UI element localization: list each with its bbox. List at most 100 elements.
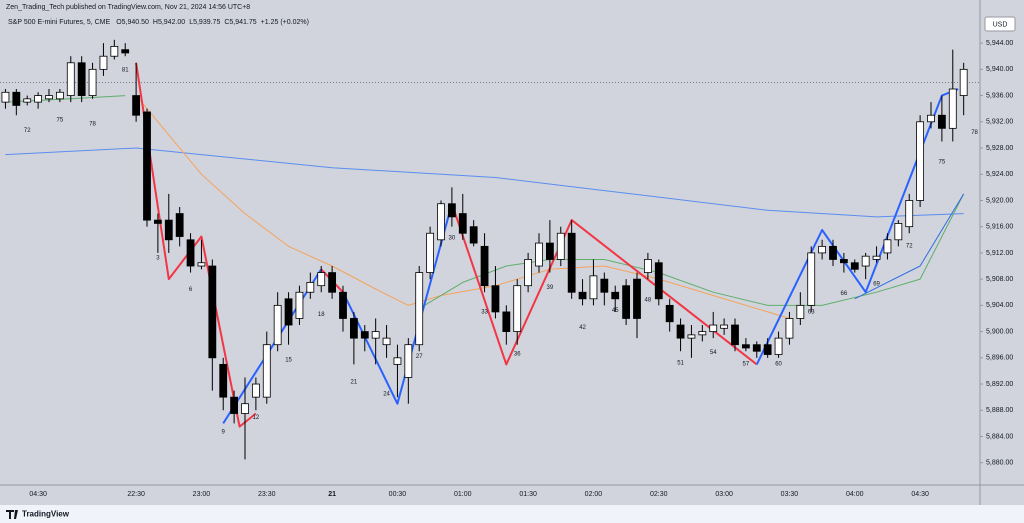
candle-body	[34, 95, 43, 103]
candle-body	[959, 68, 968, 96]
x-tick-label: 23:00	[193, 491, 211, 498]
candle-body	[55, 91, 64, 100]
x-tick-label: 02:30	[650, 491, 668, 498]
bar-count-label: 18	[318, 312, 325, 318]
candle-body	[872, 255, 881, 260]
bar-count-label: 72	[24, 128, 31, 134]
candle-body	[567, 232, 576, 293]
currency-box[interactable]	[984, 16, 1016, 32]
candle-body	[458, 213, 467, 234]
candle-body	[262, 344, 271, 398]
candle-body	[1, 91, 10, 103]
bar-count-label: 57	[743, 361, 750, 367]
candle-body	[763, 344, 772, 355]
ohlc-value: L5,939.75	[189, 19, 220, 26]
candle-body	[643, 259, 652, 273]
y-tick-label: 5,904.00	[986, 302, 1013, 309]
candle-body	[426, 232, 435, 273]
candle-body	[556, 232, 565, 260]
candle-body	[23, 98, 32, 103]
bar-count-label: 27	[416, 354, 423, 360]
x-tick-label: 03:30	[781, 491, 799, 498]
y-tick-label: 5,944.00	[986, 40, 1013, 47]
x-tick-label: 02:00	[585, 491, 603, 498]
candle-body	[12, 91, 21, 106]
candle-body	[447, 203, 456, 218]
ohlc-value: H5,942.00	[153, 19, 185, 26]
ohlc-legend: O5,940.50 H5,942.00 L5,939.75 C5,941.75 +1.2…	[116, 19, 309, 26]
price-change: +1.25 (+0.02%)	[261, 19, 309, 26]
y-tick-label: 5,932.00	[986, 119, 1013, 126]
candle-body	[513, 285, 522, 332]
y-tick-label: 5,928.00	[986, 145, 1013, 152]
candle-body	[818, 245, 827, 254]
zigzag-line	[755, 88, 959, 365]
candle-body	[208, 265, 217, 359]
candle-body	[665, 304, 674, 323]
candle-body	[829, 245, 837, 260]
x-tick-label: 01:00	[454, 491, 472, 498]
candle-body	[600, 278, 609, 293]
candle-body	[633, 278, 641, 319]
y-tick-label: 5,920.00	[986, 197, 1013, 204]
y-tick-label: 5,900.00	[986, 328, 1013, 335]
currency[interactable]: USD	[993, 21, 1008, 28]
bar-count-label: 42	[579, 325, 586, 331]
bar-count-label: 21	[351, 380, 358, 386]
x-tick-label: 21	[328, 491, 336, 498]
x-tick-label: 03:00	[715, 491, 733, 498]
candle-body	[306, 282, 315, 293]
ohlc-value: C5,941.75	[224, 19, 256, 26]
candle-body	[284, 298, 293, 326]
y-tick-label: 5,896.00	[986, 355, 1013, 362]
x-tick-label: 00:30	[389, 491, 407, 498]
candle-body	[143, 111, 151, 221]
candle-body	[611, 291, 620, 300]
x-tick-label: 22:30	[127, 491, 145, 498]
moving-average	[5, 147, 964, 218]
candle-body	[164, 219, 173, 241]
candle-body	[88, 68, 97, 96]
bar-count-label: 81	[122, 68, 129, 74]
candle-body	[273, 304, 282, 346]
y-tick-label: 5,916.00	[986, 224, 1013, 231]
moving-average	[854, 193, 965, 300]
bar-count-label: 6	[189, 287, 193, 293]
zigzag-line	[450, 203, 758, 366]
logo	[6, 510, 18, 519]
candle-body	[622, 285, 631, 319]
candle-body	[251, 383, 260, 398]
y-tick-label: 5,908.00	[986, 276, 1013, 283]
y-tick-label: 5,924.00	[986, 171, 1013, 178]
candle-body	[545, 242, 554, 260]
plot-area: 7275788136912151821242730333639424548515…	[0, 39, 980, 460]
candle-body	[709, 324, 718, 332]
candle-body	[153, 219, 162, 224]
candle-body	[524, 259, 533, 287]
bar-count-label: 63	[808, 309, 815, 315]
candle-body	[937, 114, 946, 129]
candle-body	[186, 239, 195, 267]
bar-count-label: 24	[383, 391, 390, 397]
x-tick-label: 04:30	[911, 491, 929, 498]
candle-body	[480, 245, 489, 287]
candle-body	[45, 95, 53, 100]
candle-body	[948, 88, 957, 129]
bar-count-label: 3	[156, 256, 160, 262]
bar-count-label: 75	[57, 117, 64, 123]
bar-count-label: 69	[873, 281, 880, 287]
candle-body	[491, 285, 500, 313]
publish-title: Zen_Trading_Tech published on TradingVie…	[6, 4, 250, 11]
y-tick-label: 5,888.00	[986, 407, 1013, 414]
candle-body	[752, 344, 761, 352]
candle-body	[371, 331, 380, 339]
candle-body	[317, 272, 326, 287]
candle-body	[415, 272, 424, 346]
bar-count-label: 9	[222, 429, 226, 435]
candle-body	[469, 226, 478, 244]
symbol: S&P 500 E-mini Futures, 5, CME	[8, 19, 111, 26]
y-tick-label: 5,936.00	[986, 92, 1013, 99]
candle-body	[132, 95, 141, 116]
candle-body	[437, 203, 445, 241]
